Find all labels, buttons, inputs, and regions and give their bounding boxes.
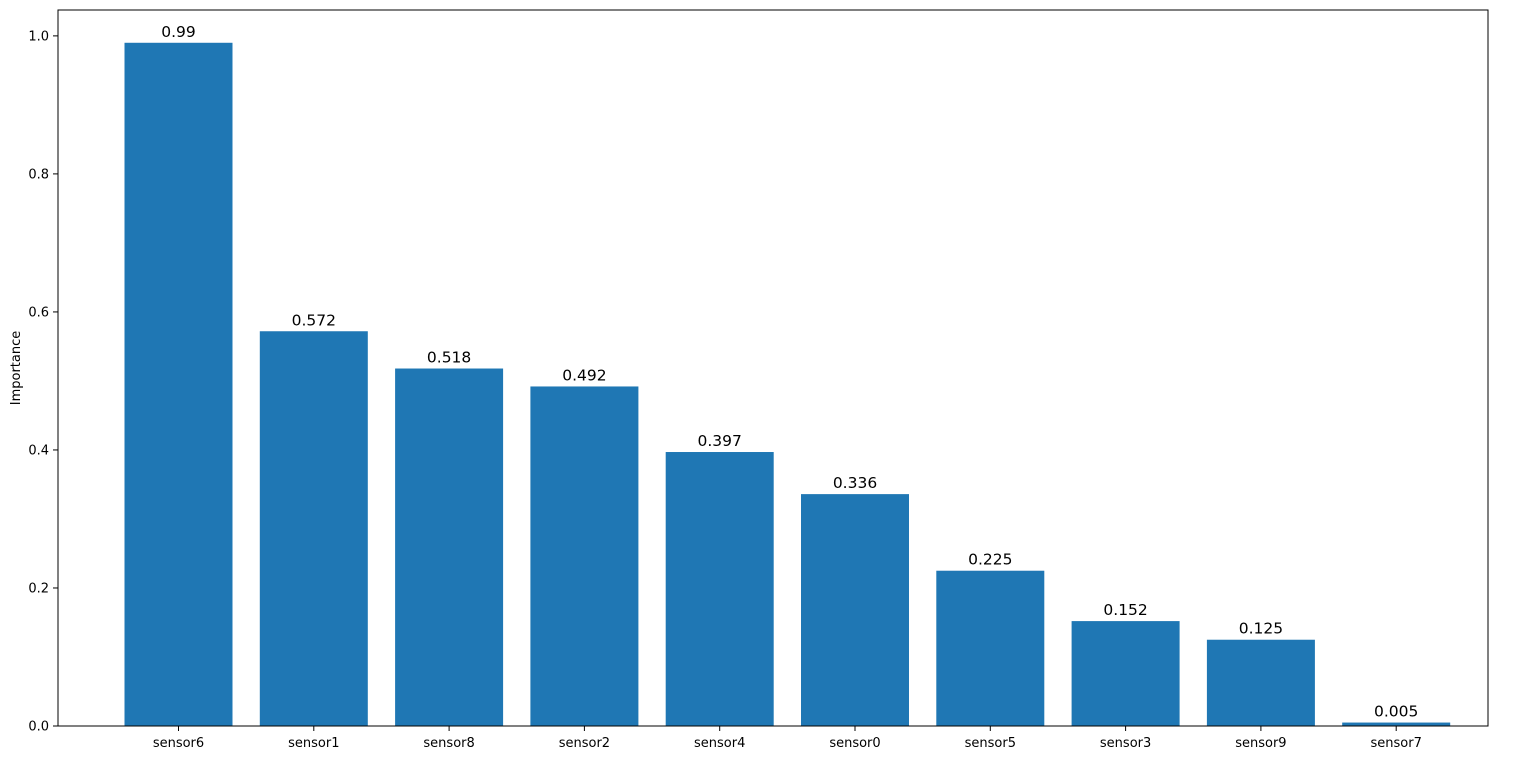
bar-sensor3 — [1071, 621, 1180, 726]
x-tick-label-sensor6: sensor6 — [153, 736, 204, 751]
bar-sensor2 — [530, 386, 639, 726]
y-axis: 0.0 0.2 0.4 0.6 0.8 1.0 — [28, 29, 58, 735]
x-tick-label-sensor9: sensor9 — [1235, 736, 1286, 751]
bar-sensor7 — [1342, 722, 1451, 726]
y-tick-label-0.2: 0.2 — [28, 581, 49, 596]
data-label-sensor1: 0.572 — [292, 311, 336, 329]
y-tick-label-0.8: 0.8 — [28, 167, 49, 182]
y-axis-title: Importance — [9, 331, 24, 406]
data-label-sensor9: 0.125 — [1239, 620, 1283, 638]
plot-frame — [57, 9, 1489, 727]
bar-sensor0 — [801, 494, 909, 726]
data-label-sensor4: 0.397 — [698, 432, 742, 450]
data-label-sensor8: 0.518 — [427, 349, 471, 367]
data-labels-group: 0.99 0.572 0.518 0.492 0.397 0.336 0.225 0.152 0… — [161, 23, 1418, 721]
x-tick-label-sensor3: sensor3 — [1100, 736, 1151, 751]
data-label-sensor3: 0.152 — [1103, 601, 1147, 619]
bar-sensor9 — [1206, 639, 1315, 726]
bar-sensor6 — [124, 42, 233, 726]
x-tick-label-sensor1: sensor1 — [288, 736, 339, 751]
y-tick-label-1.0: 1.0 — [28, 29, 49, 44]
x-axis: sensor6 sensor1 sensor8 sensor2 sensor4 senso… — [153, 726, 1422, 751]
x-tick-label-sensor7: sensor7 — [1371, 736, 1422, 751]
bars-group — [124, 42, 1451, 726]
x-tick-label-sensor0: sensor0 — [829, 736, 880, 751]
bar-sensor5 — [936, 570, 1045, 726]
bar-sensor4 — [665, 452, 774, 726]
x-tick-label-sensor8: sensor8 — [423, 736, 474, 751]
data-label-sensor5: 0.225 — [968, 551, 1012, 569]
data-label-sensor0: 0.336 — [833, 474, 877, 492]
y-tick-label-0.6: 0.6 — [28, 305, 49, 320]
data-label-sensor2: 0.492 — [562, 366, 606, 384]
bar-sensor8 — [395, 368, 504, 726]
x-tick-label-sensor2: sensor2 — [559, 736, 610, 751]
bar-sensor1 — [259, 331, 368, 726]
data-label-sensor7: 0.005 — [1374, 703, 1418, 721]
data-label-sensor6: 0.99 — [161, 23, 196, 41]
y-tick-label-0.4: 0.4 — [28, 443, 49, 458]
x-tick-label-sensor4: sensor4 — [694, 736, 745, 751]
y-tick-label-0.0: 0.0 — [28, 720, 49, 735]
x-tick-label-sensor5: sensor5 — [965, 736, 1016, 751]
